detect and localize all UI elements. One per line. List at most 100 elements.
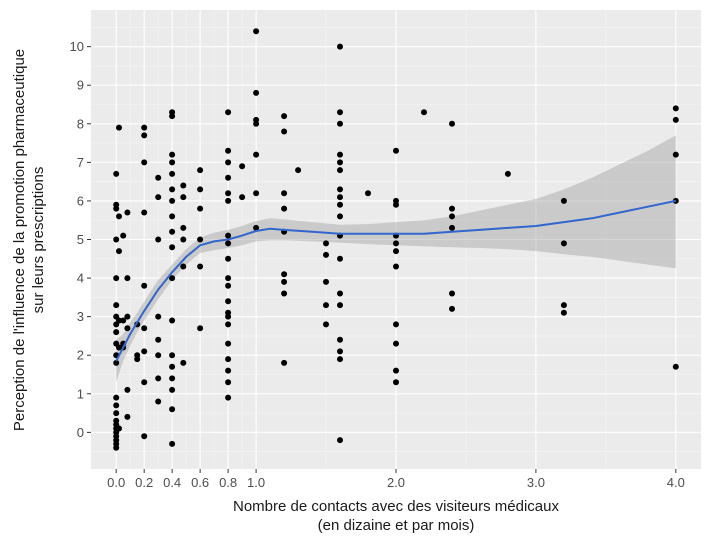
data-point (124, 209, 131, 216)
data-point (253, 116, 260, 123)
data-point (449, 120, 455, 127)
y-tick-label: 2 (77, 348, 84, 363)
data-point (169, 213, 176, 220)
data-point (253, 151, 260, 158)
data-point (169, 440, 176, 447)
data-point (253, 190, 260, 197)
data-point (113, 170, 120, 177)
data-point (337, 151, 343, 158)
data-point (323, 251, 329, 258)
y-tick-label: 9 (77, 78, 84, 93)
x-tick-label: 0.6 (191, 475, 209, 490)
data-point (124, 275, 131, 282)
data-point (116, 425, 122, 432)
data-point (113, 302, 120, 309)
data-point (225, 394, 232, 401)
data-point (155, 398, 162, 405)
x-tick-label: 0.4 (163, 475, 181, 490)
data-point (393, 248, 399, 255)
data-point (141, 159, 148, 166)
data-point (281, 359, 288, 366)
data-point (225, 356, 232, 363)
data-point (155, 194, 162, 201)
data-point (225, 109, 232, 116)
x-tick-label: 0.0 (107, 475, 125, 490)
data-point (169, 244, 176, 251)
data-point (197, 263, 204, 270)
data-point (449, 290, 455, 297)
data-point (225, 240, 232, 247)
data-point (560, 197, 567, 204)
data-point (393, 367, 399, 374)
data-point (169, 317, 176, 324)
data-point (141, 209, 148, 216)
data-point (141, 325, 148, 332)
data-point (180, 182, 187, 189)
data-point (323, 302, 329, 309)
data-point (113, 201, 120, 208)
data-point (113, 275, 120, 282)
data-point (134, 352, 141, 359)
data-point (239, 163, 246, 170)
data-point (337, 336, 343, 343)
x-axis-ticks: 0.0 0.2 0.4 0.6 0.8 1.0 2.0 3.0 4.0 (107, 469, 685, 490)
data-point (337, 348, 343, 355)
data-point (169, 406, 176, 413)
y-tick-label: 1 (77, 386, 84, 401)
data-point (560, 302, 567, 309)
data-point (337, 120, 343, 127)
data-point (393, 379, 399, 386)
x-tick-label: 3.0 (527, 475, 545, 490)
data-point (169, 197, 176, 204)
data-point (393, 147, 399, 154)
data-point (337, 290, 343, 297)
grid-major (91, 10, 701, 469)
data-point (225, 379, 232, 386)
data-point (155, 174, 162, 181)
data-point (281, 205, 288, 212)
data-point (337, 167, 343, 174)
x-tick-label: 0.2 (135, 475, 153, 490)
data-point (337, 356, 343, 363)
data-point (225, 255, 232, 262)
x-axis-title-line1: Nombre de contacts avec des visiteurs mé… (233, 498, 559, 515)
data-point (120, 317, 127, 324)
data-point (180, 359, 187, 366)
data-point (113, 410, 120, 417)
data-point (116, 213, 122, 220)
x-tick-label: 0.8 (219, 475, 237, 490)
data-point (323, 240, 329, 247)
data-point (225, 190, 232, 197)
data-point (337, 302, 343, 309)
data-point (169, 228, 176, 235)
y-tick-label: 7 (77, 155, 84, 170)
data-point (393, 240, 399, 247)
smooth-line (115, 199, 677, 362)
data-point (560, 309, 567, 316)
data-point (120, 232, 127, 239)
data-point (337, 159, 343, 166)
data-point (337, 213, 343, 220)
data-point (113, 402, 120, 409)
data-point (323, 278, 329, 285)
data-point (225, 309, 232, 316)
data-point (337, 43, 343, 50)
y-tick-label: 3 (77, 309, 84, 324)
data-point (337, 201, 343, 208)
data-point (169, 170, 176, 177)
data-point (323, 321, 329, 328)
data-point (337, 255, 343, 262)
data-point (197, 205, 204, 212)
y-tick-label: 10 (70, 39, 84, 54)
y-tick-label: 4 (77, 271, 84, 286)
data-point (197, 167, 204, 174)
data-point (560, 240, 567, 247)
data-point (421, 109, 427, 116)
y-tick-label: 6 (77, 193, 84, 208)
data-point (337, 186, 343, 193)
data-point (281, 271, 288, 278)
data-point (393, 197, 399, 204)
data-point (141, 282, 148, 289)
data-point (449, 205, 455, 212)
